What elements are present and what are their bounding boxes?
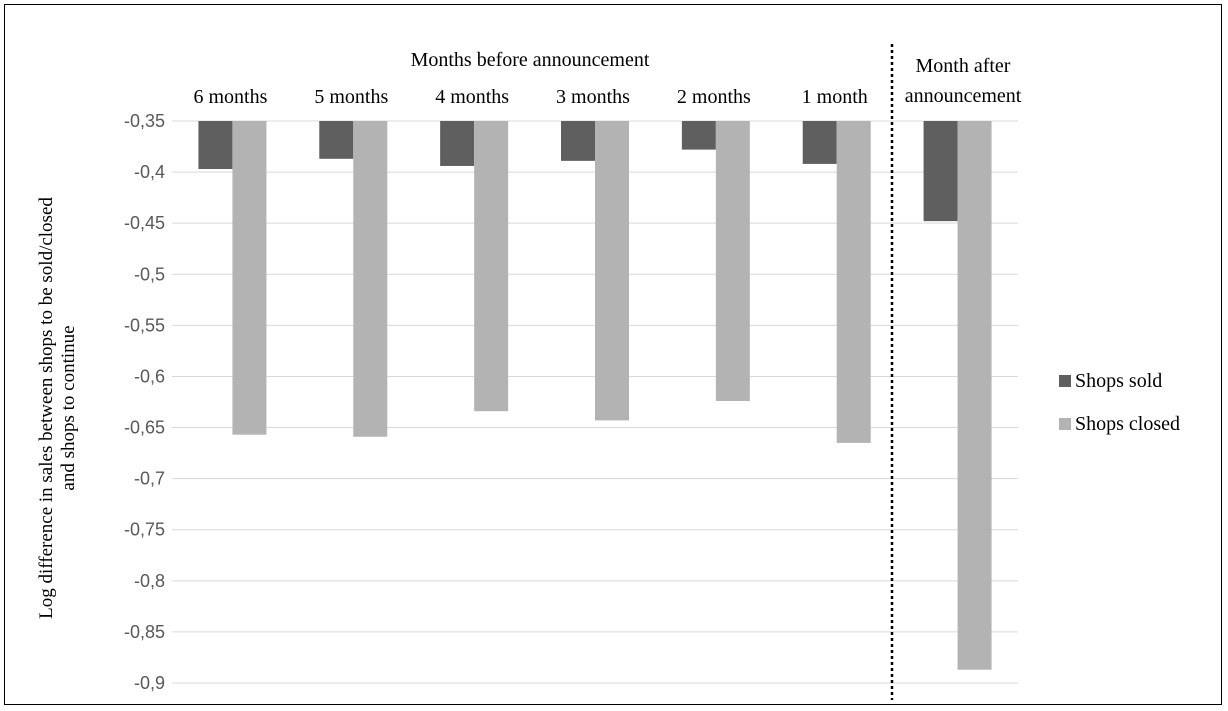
bar-shops-sold <box>198 121 233 170</box>
group-label-after-line1: Month after <box>916 55 1011 77</box>
y-tick-label: -0,5 <box>134 264 165 284</box>
x-category-label: 6 months <box>193 86 267 108</box>
gridlines <box>172 120 1018 684</box>
legend: Shops sold Shops closed <box>1059 370 1180 435</box>
legend-label-shops-closed: Shops closed <box>1075 413 1180 435</box>
y-tick-label: -0,75 <box>124 520 165 540</box>
bar-shops-closed <box>474 121 509 412</box>
legend-label-shops-sold: Shops sold <box>1075 370 1162 392</box>
x-category-label: 5 months <box>314 86 388 108</box>
y-tick-label: -0,9 <box>134 673 165 693</box>
bars <box>198 121 992 670</box>
bar-shops-closed <box>957 121 992 670</box>
bar-shops-closed <box>715 121 750 401</box>
bar-shops-sold <box>802 121 837 164</box>
group-label-after-line2: announcement <box>905 85 1022 107</box>
x-category-label: 3 months <box>556 86 630 108</box>
y-tick-label: -0,45 <box>124 213 165 233</box>
y-axis-title-line2: and shops to continue <box>58 325 79 490</box>
bar-shops-sold <box>319 121 354 159</box>
y-tick-label: -0,7 <box>134 469 165 489</box>
y-tick-label: -0,35 <box>124 111 165 131</box>
bar-shops-closed <box>232 121 267 435</box>
y-axis-ticks: -0,35 -0,4 -0,45 -0,5 -0,55 -0,6 -0,65 -0,7 -0,7… <box>124 111 165 693</box>
legend-swatch-shops-closed <box>1059 418 1071 430</box>
y-tick-label: -0,4 <box>134 162 165 182</box>
y-tick-label: -0,85 <box>124 622 165 642</box>
legend-swatch-shops-sold <box>1059 375 1071 387</box>
group-label-before: Months before announcement <box>411 49 650 71</box>
y-tick-label: -0,6 <box>134 366 165 386</box>
bar-shops-closed <box>836 121 871 443</box>
bar-shops-sold <box>681 121 716 150</box>
bar-shops-sold <box>440 121 475 166</box>
y-axis-title-line1: Log difference in sales between shops to… <box>36 197 57 619</box>
bar-shops-sold <box>923 121 958 222</box>
bar-shops-sold <box>561 121 595 161</box>
x-category-label: 2 months <box>677 86 751 108</box>
x-axis-labels: 6 months 5 months 4 months 3 months 2 months… <box>193 86 867 108</box>
x-category-label: 1 month <box>802 86 868 108</box>
y-tick-label: -0,8 <box>134 571 165 591</box>
y-tick-label: -0,55 <box>124 315 165 335</box>
y-tick-label: -0,65 <box>124 418 165 438</box>
bar-shops-closed <box>595 121 629 421</box>
x-category-label: 4 months <box>435 86 509 108</box>
bar-shops-closed <box>353 121 388 437</box>
